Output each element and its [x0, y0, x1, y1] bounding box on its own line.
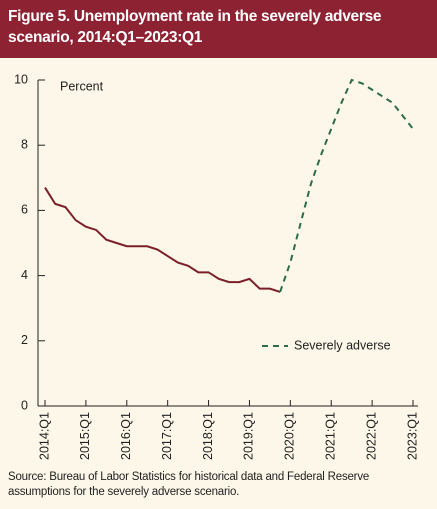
- legend-label: Severely adverse: [294, 338, 391, 352]
- x-tick-label: 2020:Q1: [283, 412, 297, 460]
- chart-title: Figure 5. Unemployment rate in the sever…: [0, 0, 437, 58]
- chart: Percent 0 2 4 6 8 10 2014:Q1 2015:Q1 2016:Q1 2017…: [14, 72, 419, 460]
- line-series: [44, 187, 281, 293]
- x-tick-label: 2015:Q1: [78, 412, 92, 460]
- y-tick-label: 0: [21, 398, 28, 412]
- y-tick-label: 4: [21, 268, 28, 282]
- x-tick-label: 2022:Q1: [364, 412, 378, 460]
- source-note: Source: Bureau of Labor Statistics for h…: [8, 471, 370, 498]
- x-tick-label: 2017:Q1: [160, 412, 174, 460]
- y-tick-label: 10: [14, 72, 28, 86]
- y-tick-label: 2: [21, 333, 28, 347]
- x-tick-label: 2019:Q1: [242, 412, 256, 460]
- x-tick-label: 2021:Q1: [324, 412, 338, 460]
- y-tick-label: 8: [21, 137, 28, 151]
- y-axis-label: Percent: [60, 79, 104, 93]
- x-tick-label: 2014:Q1: [37, 412, 51, 460]
- x-tick-label: 2023:Q1: [405, 412, 419, 460]
- line-series: [279, 78, 414, 293]
- y-tick-label: 6: [21, 203, 28, 217]
- x-tick-label: 2016:Q1: [119, 412, 133, 460]
- x-tick-label: 2018:Q1: [201, 412, 215, 460]
